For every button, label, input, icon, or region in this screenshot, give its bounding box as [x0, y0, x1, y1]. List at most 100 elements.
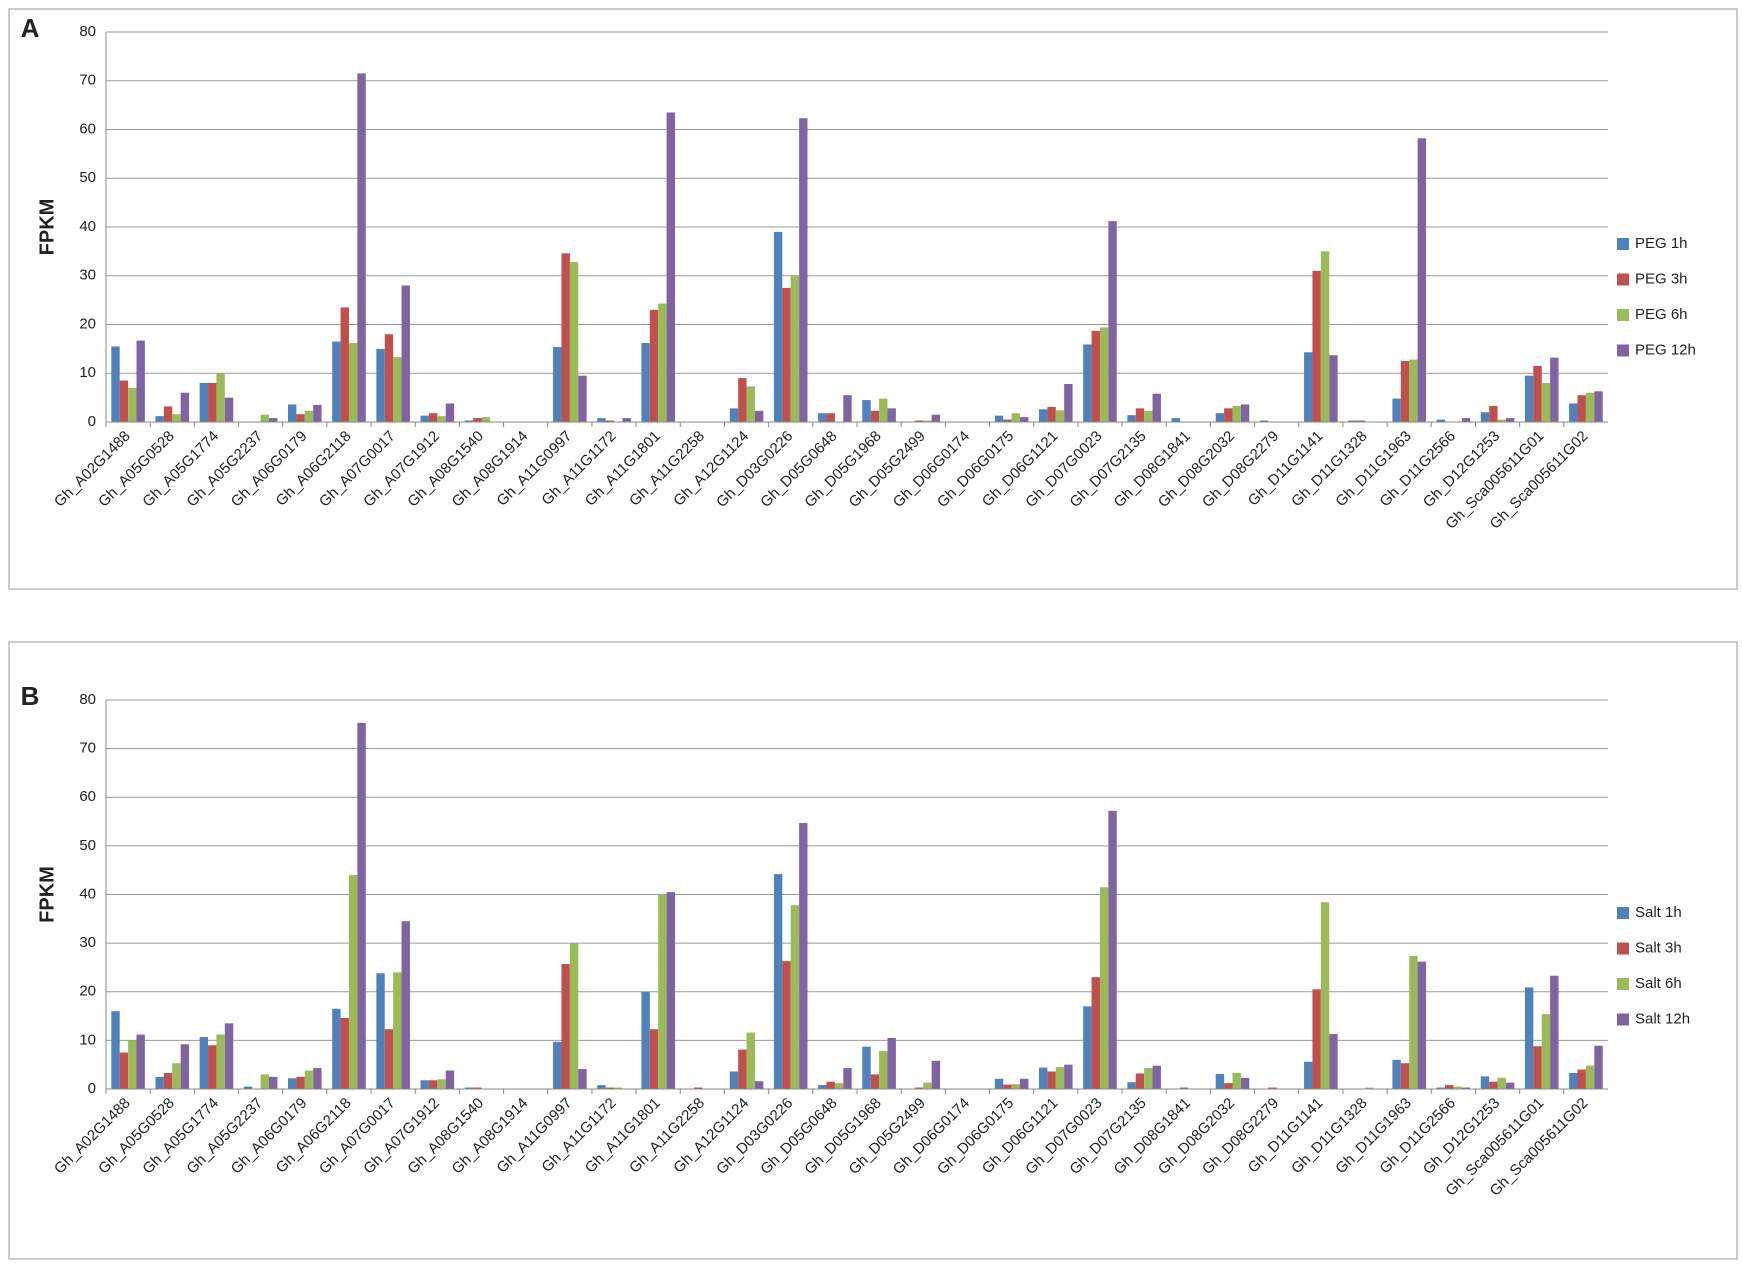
- bar: [666, 892, 675, 1089]
- bar: [782, 287, 791, 422]
- bar: [605, 1087, 615, 1089]
- bar: [1127, 1082, 1136, 1089]
- bar: [332, 341, 341, 422]
- bar: [445, 403, 455, 422]
- x-tick-label: Gh_A02G1488: [51, 1095, 134, 1178]
- bar: [790, 275, 800, 422]
- x-tick-label: Gh_D05G0648: [757, 428, 840, 511]
- x-tick-label: Gh_D05G0648: [757, 1095, 840, 1178]
- bar: [1550, 975, 1559, 1089]
- bar: [1461, 418, 1471, 422]
- bar: [931, 414, 941, 422]
- bar: [155, 416, 164, 422]
- bar: [1497, 419, 1506, 422]
- bar: [1505, 418, 1515, 422]
- legend-swatch: [1617, 907, 1629, 919]
- bar: [172, 1063, 181, 1089]
- bar: [1152, 393, 1161, 422]
- x-tick-label: Gh_D11G1328: [1288, 428, 1371, 511]
- bar: [818, 1085, 827, 1089]
- bar: [481, 417, 490, 422]
- bar: [208, 383, 217, 422]
- bar: [605, 420, 615, 422]
- bar: [1356, 420, 1366, 422]
- y-tick-label: 50: [79, 169, 96, 186]
- y-tick-label: 30: [79, 267, 96, 284]
- bar: [1215, 413, 1225, 422]
- bar: [119, 380, 129, 422]
- bar: [1003, 1084, 1012, 1089]
- y-tick-label: 80: [79, 691, 96, 708]
- bar: [887, 408, 896, 422]
- bar: [553, 346, 562, 422]
- bar: [437, 416, 446, 422]
- bar: [1099, 887, 1109, 1089]
- bar: [1039, 1067, 1048, 1089]
- bar: [1541, 383, 1551, 422]
- bar: [641, 343, 650, 422]
- bar: [597, 1085, 606, 1089]
- x-tick-label: Gh_A05G2237: [183, 428, 266, 511]
- bar: [1585, 1065, 1595, 1089]
- bar: [1047, 406, 1056, 422]
- x-tick-label: Gh_A07G0017: [316, 1095, 399, 1178]
- x-tick-label: Gh_D07G2135: [1066, 428, 1149, 511]
- bar: [304, 410, 314, 422]
- bar: [464, 420, 474, 422]
- bar: [614, 1087, 623, 1089]
- x-tick-label: Gh_D06G0175: [934, 1095, 1017, 1178]
- x-tick-label: Gh_D06G0174: [890, 428, 973, 511]
- bar: [1144, 1068, 1153, 1089]
- bar: [269, 1076, 278, 1089]
- y-tick-label: 50: [79, 837, 96, 854]
- legend-label: Salt 6h: [1635, 975, 1682, 992]
- bar: [782, 961, 791, 1089]
- x-tick-label: Gh_A07G0017: [316, 428, 399, 511]
- bar: [914, 1087, 924, 1089]
- bar: [1392, 398, 1401, 422]
- bar: [428, 413, 438, 422]
- x-tick-label: Gh_D07G2135: [1066, 1095, 1149, 1178]
- bar: [163, 406, 173, 422]
- x-tick-label: Gh_D06G1121: [979, 1095, 1062, 1178]
- bar: [1127, 415, 1136, 422]
- y-tick-label: 10: [79, 1031, 96, 1048]
- legend-label: PEG 12h: [1635, 341, 1696, 358]
- legend-label: Salt 1h: [1635, 904, 1682, 921]
- bar: [224, 1023, 234, 1089]
- bar: [1179, 1087, 1189, 1089]
- x-tick-label: Gh_A02G1488: [51, 428, 134, 511]
- bar: [1055, 1067, 1065, 1089]
- bar: [738, 1049, 747, 1089]
- bar: [376, 348, 385, 422]
- bar: [1417, 961, 1426, 1089]
- bar: [1011, 1084, 1021, 1089]
- bar: [1480, 412, 1490, 422]
- bar: [561, 253, 570, 422]
- bar: [437, 1079, 446, 1089]
- x-tick-label: Gh_D08G1841: [1111, 1095, 1194, 1178]
- bar: [1268, 1087, 1277, 1089]
- bar: [1224, 1083, 1233, 1089]
- bar: [1365, 1087, 1374, 1089]
- bar: [790, 905, 800, 1089]
- bar: [1312, 270, 1321, 422]
- bar: [1594, 391, 1603, 422]
- y-tick-label: 60: [79, 788, 96, 805]
- bar: [1108, 221, 1117, 422]
- bar: [340, 1018, 349, 1089]
- bar: [464, 1087, 474, 1089]
- bar: [1240, 1077, 1250, 1089]
- bar: [641, 991, 650, 1089]
- legend-swatch: [1617, 273, 1629, 286]
- x-tick-label: Gh_D12G1253: [1420, 428, 1503, 511]
- bar: [420, 1080, 429, 1089]
- bar: [1453, 1086, 1462, 1089]
- bar: [1524, 987, 1534, 1089]
- bar: [111, 346, 120, 422]
- x-tick-label: Gh_A06G0179: [228, 428, 311, 511]
- x-tick-label: Gh_D08G2032: [1155, 428, 1238, 511]
- bar: [1091, 977, 1100, 1089]
- x-tick-label: Gh_D05G1968: [801, 1095, 884, 1178]
- bar: [384, 1029, 394, 1089]
